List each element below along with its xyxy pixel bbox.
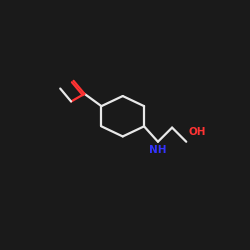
Text: NH: NH <box>149 145 167 155</box>
Text: OH: OH <box>188 127 206 137</box>
